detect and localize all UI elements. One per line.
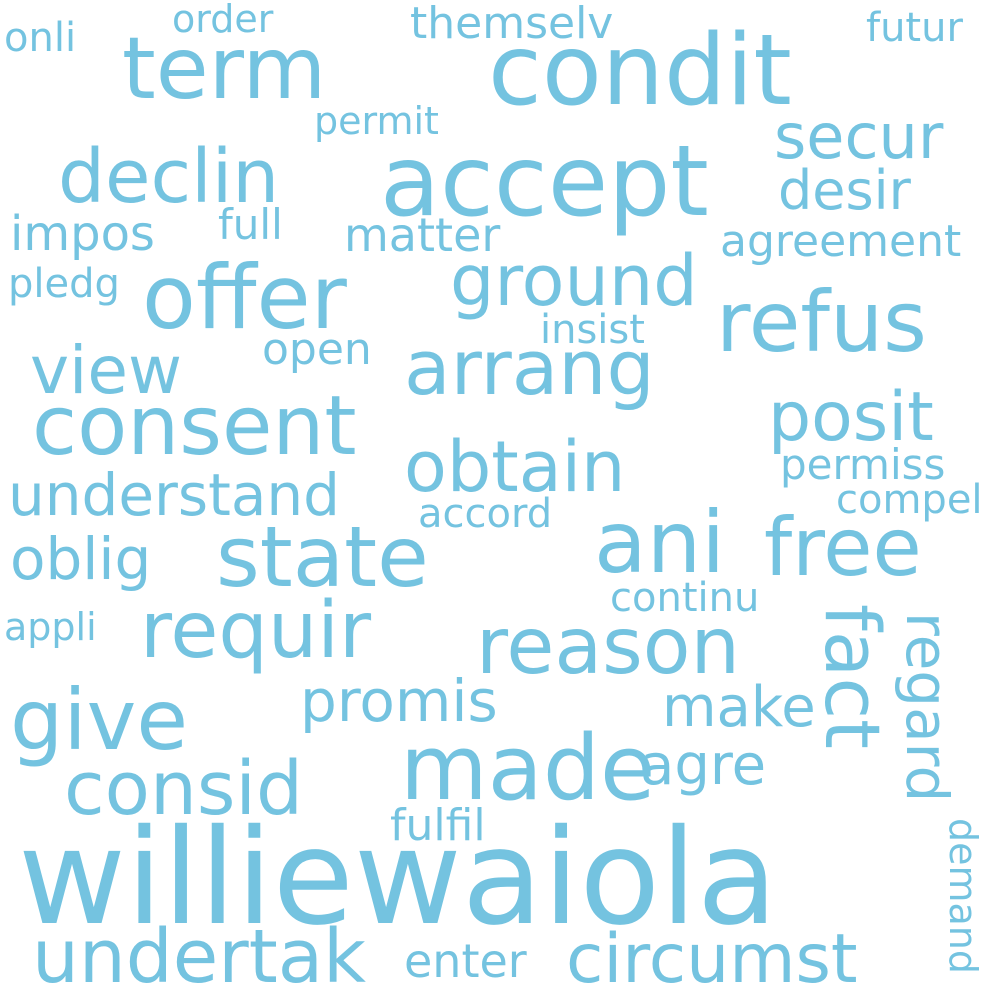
word-undertak: undertak [32,914,366,1000]
word-accept: accept [380,125,709,239]
word-enter: enter [404,934,527,988]
word-refus: refus [716,273,927,371]
word-give: give [10,671,189,769]
word-demand: demand [941,818,985,975]
word-order: order [172,0,274,41]
word-consent: consent [32,379,357,474]
word-ground: ground [450,240,698,322]
word-understand: understand [8,461,340,529]
word-insist: insist [540,307,645,353]
word-permit: permit [314,99,439,143]
word-consid: consid [64,746,303,832]
word-regard: regard [893,612,961,803]
word-obtain: obtain [404,426,626,508]
word-open: open [262,324,372,375]
word-posit: posit [768,378,934,457]
word-view: view [30,332,182,409]
word-fact: fact [808,604,897,749]
word-agreement: agreement [720,216,962,267]
word-promis: promis [300,667,498,735]
word-free: free [764,501,922,594]
word-oblig: oblig [10,525,152,593]
word-offer: offer [142,246,347,349]
word-williewaiola: williewaiola [18,801,778,955]
word-permiss: permiss [780,440,946,489]
word-fulfil: fulfil [390,800,486,851]
word-onli: onli [4,15,77,61]
word-accord: accord [418,491,553,537]
word-term: term [122,19,327,119]
word-appli: appli [4,605,97,649]
word-futur: futur [866,5,963,51]
word-matter: matter [344,208,501,262]
word-reason: reason [476,602,740,692]
word-declin: declin [58,134,280,220]
word-full: full [218,200,283,249]
word-pledg: pledg [8,261,120,307]
word-continu: continu [610,575,760,621]
word-compel: compel [836,477,983,523]
word-circumst: circumst [566,920,858,999]
word-desir: desir [778,159,911,222]
word-condit: condit [488,14,792,128]
word-made: made [400,716,656,821]
word-agre: agre [640,733,767,798]
word-impos: impos [10,206,155,262]
word-themselv: themselv [410,0,614,49]
word-arrang: arrang [404,323,655,412]
word-requir: requir [140,586,372,676]
word-ani: ani [594,493,726,593]
word-make: make [662,675,816,740]
word-state: state [216,508,429,606]
word-secur: secur [774,100,944,173]
